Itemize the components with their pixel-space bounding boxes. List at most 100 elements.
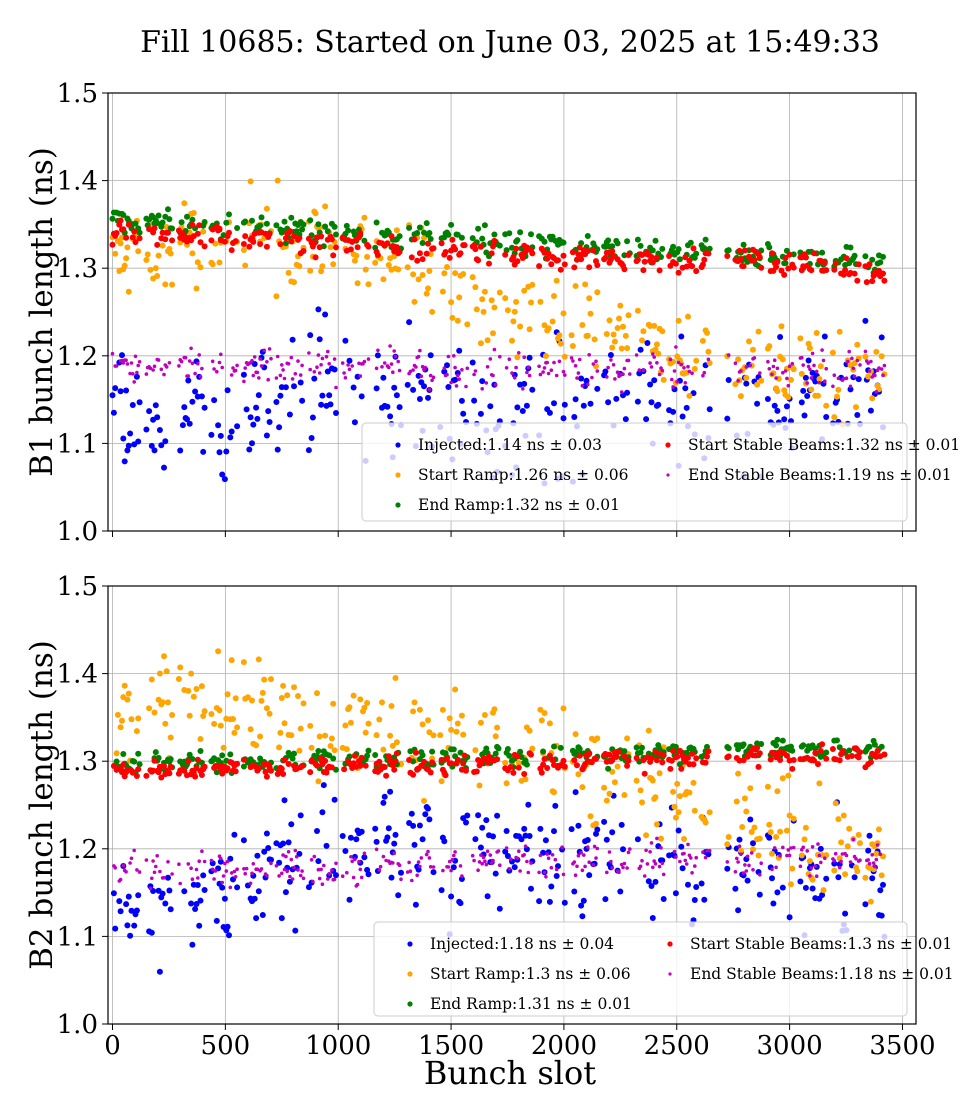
data-point [701,373,705,378]
data-point [128,716,135,723]
data-point [458,397,465,404]
data-point [373,385,380,392]
data-point [549,318,556,325]
data-point [515,856,520,861]
data-point [123,234,130,241]
data-point [388,874,395,881]
data-point [479,296,486,303]
data-point [842,376,846,381]
data-point [251,895,258,902]
data-point [737,847,744,854]
data-point [686,257,693,264]
data-point [263,205,270,212]
data-point [266,419,273,425]
data-point [551,743,557,750]
data-point [546,409,553,416]
data-point [249,217,255,224]
data-point [594,289,601,296]
data-point [494,724,501,731]
data-point [326,392,333,399]
data-point [408,254,415,261]
data-point [135,715,142,722]
data-point [756,254,763,261]
data-point [288,214,295,221]
data-point [480,387,485,391]
data-point [266,377,271,382]
data-point [201,243,208,250]
data-point [545,250,552,257]
data-point [577,357,582,362]
data-point [594,735,601,742]
data-point [311,879,315,884]
data-point [806,858,813,865]
data-point [117,908,124,915]
data-point [113,230,120,236]
data-point [679,413,686,420]
data-point [155,252,162,259]
data-point [540,761,547,768]
data-point [737,393,744,400]
data-point [136,229,143,236]
data-point [162,900,169,907]
data-point [675,246,682,253]
data-point [448,893,455,900]
data-point [772,358,777,363]
data-point [648,755,655,762]
data-point [705,250,712,257]
data-point [628,372,632,376]
data-point [450,858,455,862]
data-point [312,210,319,217]
data-point [844,376,849,381]
legend-label: End Ramp:1.31 ns ± 0.01 [430,995,632,1013]
data-point [609,243,616,250]
data-point [225,859,230,864]
data-point [834,737,840,744]
data-point [693,884,700,890]
data-point [754,744,761,751]
data-point [774,788,781,795]
data-point [200,849,204,853]
data-point [736,379,740,383]
data-point [842,267,849,274]
data-point [316,353,321,357]
data-point [357,696,364,703]
data-point [194,259,201,266]
data-point [299,397,306,404]
axes-frame-b2 [107,585,917,1025]
data-point [477,410,484,417]
data-point [676,793,683,800]
data-point [619,862,624,867]
data-point [507,867,512,871]
data-point [633,744,640,751]
data-point [290,377,295,381]
data-point [575,376,579,380]
data-point [725,247,732,254]
data-point [541,710,548,716]
data-point [416,224,423,231]
data-point [234,884,241,891]
legend-box [373,921,908,1017]
data-point [645,862,650,866]
data-point [327,401,334,408]
data-point [442,772,449,779]
data-point [816,376,823,382]
data-point [584,233,591,239]
data-point [331,366,338,373]
data-point [215,369,219,374]
data-point [693,357,700,364]
data-point [643,416,650,423]
data-point [806,345,813,352]
data-point [766,244,773,251]
data-point [408,810,415,817]
data-point [502,848,509,855]
data-point [162,438,169,445]
data-point [346,704,353,711]
data-point [162,876,166,880]
data-point [609,859,613,864]
data-point [705,348,712,355]
data-point [392,675,399,681]
data-point [289,336,296,343]
data-point [514,354,521,361]
data-point [298,373,303,377]
data-point [154,414,161,421]
